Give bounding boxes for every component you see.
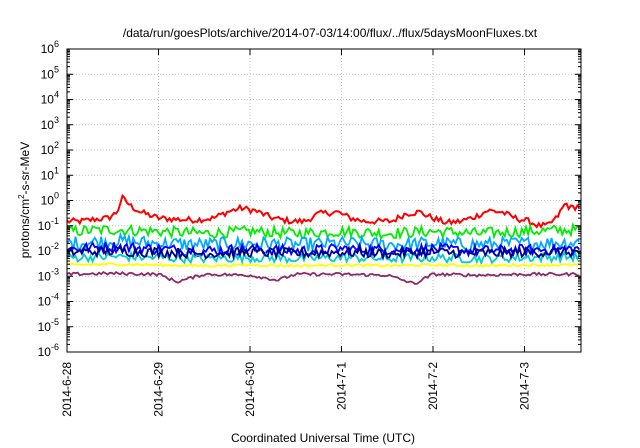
x-tick-label: 2014-7-1 [335,362,349,410]
series-line [67,244,581,261]
y-axis-label-pre: protons/cm [18,199,32,258]
y-tick-label: 104 [41,90,59,107]
chart-title: /data/run/goesPlots/archive/2014-07-03/1… [123,26,538,40]
y-tick-label: 10-4 [38,292,59,309]
x-tick-label: 2014-6-28 [60,362,74,417]
x-axis-label: Coordinated Universal Time (UTC) [231,431,415,445]
series-line [67,262,580,268]
y-tick-label: 102 [41,140,59,157]
y-tick-label: 10-2 [38,241,59,258]
y-tick-label: 10-3 [38,266,59,283]
x-tick-label: 2014-6-29 [152,362,166,417]
y-tick-label: 10-5 [38,317,59,334]
y-axis-ticks: 10-6 10-5 10-4 10-3 10-2 10-1 100 101 102 103 104 1… [38,39,581,359]
plot-frame [66,48,582,353]
y-tick-label: 10-6 [38,342,59,359]
y-tick-label: 106 [41,39,59,56]
series-line [67,270,580,285]
y-axis-label-sup: 2 [17,194,26,199]
series-line [67,193,581,230]
y-tick-label: 105 [41,64,59,81]
series-line [67,221,580,241]
series-lines [67,193,581,285]
y-axis-label-post: -s-sr-MeV [18,142,32,195]
y-axis-label: protons/cm2-s-sr-MeV [17,142,32,258]
y-tick-label: 10-1 [38,216,59,233]
x-tick-label: 2014-7-3 [518,362,532,410]
y-tick-label: 100 [41,191,59,208]
y-tick-label: 103 [41,115,59,132]
grid-lines [67,49,581,352]
y-tick-label: 101 [41,165,59,182]
x-axis-ticks: 2014-6-28 2014-6-29 2014-6-30 2014-7-1 2014-… [60,49,532,417]
x-tick-label: 2014-7-2 [426,362,440,410]
series-line [67,231,581,254]
x-tick-label: 2014-6-30 [243,362,257,417]
